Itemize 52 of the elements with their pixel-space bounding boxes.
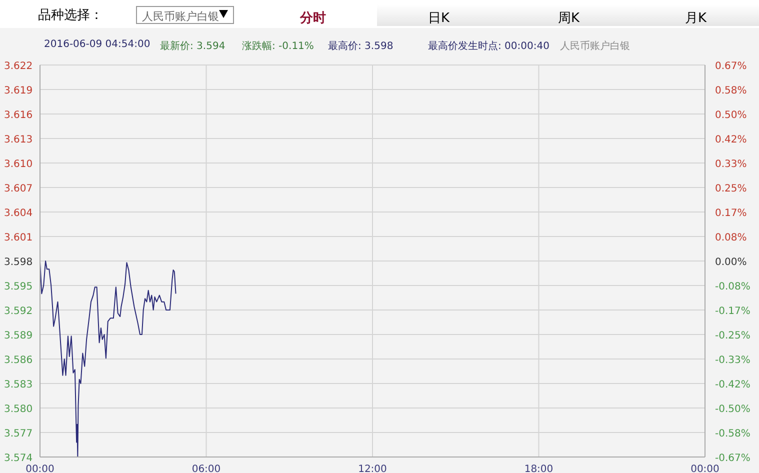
x-tick-label: 12:00 <box>358 464 387 473</box>
y2-tick-label: 0.17% <box>715 208 747 219</box>
text: 最高价发生时点: 00:00:40 <box>428 40 550 53</box>
y-tick-label: 3.592 <box>4 306 33 317</box>
text: 品种选择： <box>38 7 103 24</box>
y2-tick-label: -0.50% <box>715 404 750 415</box>
text: 人民币账户白银 <box>560 40 630 53</box>
y-tick-label: 3.610 <box>4 159 33 170</box>
text: 分时 <box>300 10 326 27</box>
text: 周K <box>558 10 580 27</box>
y-tick-label: 3.607 <box>4 184 33 194</box>
y2-tick-label: 0.58% <box>715 86 747 97</box>
text: 最高价: 3.598 <box>328 40 394 53</box>
y2-tick-label: 0.08% <box>715 232 747 244</box>
y2-tick-label: -0.67% <box>715 453 750 464</box>
y-tick-label: 3.604 <box>4 208 33 219</box>
text: 人民币账户白银 <box>142 9 219 24</box>
text: 最新价: 3.594 <box>160 40 226 53</box>
x-tick-label: 00:00 <box>26 464 54 473</box>
y-tick-label: 3.613 <box>4 134 33 146</box>
text: 2016-06-09 04:54:00 <box>44 39 150 50</box>
y2-tick-label: -0.25% <box>715 330 750 342</box>
text: 月K <box>685 10 707 27</box>
y2-tick-label: 0.67% <box>715 61 747 72</box>
y-tick-label: 3.589 <box>4 330 33 342</box>
y2-tick-label: -0.17% <box>715 306 750 318</box>
y-tick-label: 3.580 <box>4 404 33 415</box>
y-tick-label: 3.616 <box>4 110 33 121</box>
y-tick-label: 3.574 <box>4 453 33 464</box>
y2-tick-label: 0.00% <box>715 257 747 268</box>
text: 日K <box>428 10 450 27</box>
y-tick-label: 3.583 <box>4 380 33 390</box>
x-tick-label: 00:00 <box>690 464 720 473</box>
y2-tick-label: -0.08% <box>715 282 750 293</box>
y-tick-label: 3.577 <box>4 428 33 440</box>
y2-tick-label: -0.42% <box>715 379 750 390</box>
y2-tick-label: -0.33% <box>715 355 750 366</box>
y-tick-label: 3.595 <box>4 282 33 292</box>
y-tick-label: 3.601 <box>4 232 33 244</box>
y2-tick-label: 0.33% <box>715 158 747 170</box>
x-tick-label: 18:00 <box>524 464 554 473</box>
y2-tick-label: 0.42% <box>715 134 747 146</box>
x-tick-label: 06:00 <box>192 464 221 473</box>
text: 涨跌幅: -0.11% <box>242 40 314 53</box>
y-tick-label: 3.619 <box>4 86 33 96</box>
y2-tick-label: -0.58% <box>715 428 750 440</box>
y2-tick-label: 0.25% <box>715 183 747 194</box>
y2-tick-label: 0.50% <box>715 110 747 122</box>
y-tick-label: 3.622 <box>4 61 33 72</box>
y-tick-label: 3.598 <box>4 257 33 268</box>
line-series <box>40 260 176 457</box>
y-tick-label: 3.586 <box>4 355 33 366</box>
